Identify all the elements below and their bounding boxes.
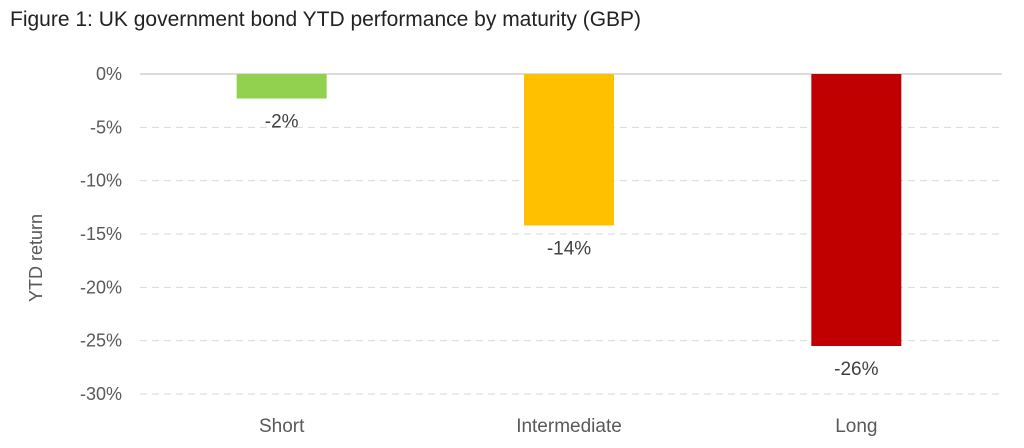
bars <box>236 74 902 346</box>
y-tick-label: -10% <box>80 171 122 191</box>
x-category-label: Long <box>835 416 877 437</box>
y-tick-label: 0% <box>96 64 122 84</box>
data-label-intermediate: -14% <box>547 238 591 259</box>
y-axis-title: YTD return <box>26 214 46 302</box>
y-tick-label: -20% <box>80 277 122 297</box>
x-category-label: Intermediate <box>516 416 622 437</box>
y-tick-label: -30% <box>80 384 122 404</box>
bar-intermediate <box>524 74 614 226</box>
bar-short <box>236 74 327 99</box>
labels: 0% -5% -10% -15% -20% -25% -30% -2% Short -14% Int… <box>80 64 879 437</box>
y-tick-label: -15% <box>80 224 122 244</box>
y-tick-label: -5% <box>90 117 122 137</box>
x-category-label: Short <box>259 416 305 437</box>
data-label-long: -26% <box>834 359 878 380</box>
y-tick-label: -25% <box>80 331 122 351</box>
chart-title: Figure 1: UK government bond YTD perform… <box>10 8 642 31</box>
bar-long <box>811 74 902 346</box>
data-label-short: -2% <box>265 112 299 133</box>
